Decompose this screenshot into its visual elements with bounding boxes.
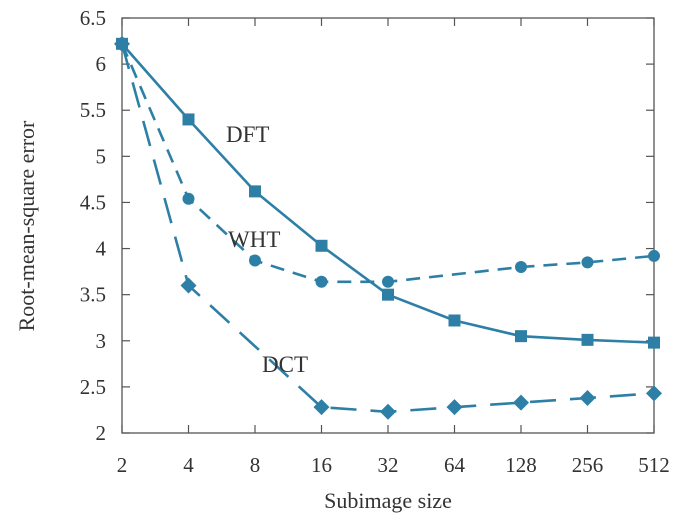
series-markers [114,35,662,420]
y-tick-label: 5.5 [80,98,106,122]
data-point-dct [114,35,130,52]
x-tick-label: 4 [183,453,194,477]
y-tick-label: 6.5 [80,6,106,30]
y-tick-label: 3 [96,329,107,353]
data-point-dct [313,399,330,416]
data-point-dct [180,277,197,294]
data-point-dct [646,385,662,402]
data-point-wht [648,249,660,262]
x-tick-label: 2 [117,453,128,477]
x-tick-label: 16 [311,453,332,477]
x-tick-label: 512 [638,453,670,477]
data-point-wht [315,275,328,288]
data-point-dft [382,288,394,301]
x-axis-title: Subimage size [324,488,452,513]
data-point-wht [581,256,594,269]
x-tick-label: 256 [572,453,604,477]
x-tick-label: 8 [250,453,261,477]
series-label-dft: DFT [226,122,269,147]
x-tick-label: 64 [444,453,466,477]
data-point-dct [579,389,596,406]
data-point-wht [182,192,195,205]
y-tick-label: 2.5 [80,375,106,399]
data-point-dct [446,399,463,416]
plot-frame [121,17,655,434]
data-point-dct [380,403,396,420]
data-point-wht [382,275,394,288]
y-tick-label: 5 [96,144,107,168]
data-point-dft [515,330,527,343]
series-line-wht [120,43,655,284]
y-tick-label: 6 [96,52,107,76]
y-tick-label: 4.5 [80,190,106,214]
series-line-dct [120,43,655,414]
data-point-dft [648,336,660,349]
data-point-dft [249,185,261,198]
y-tick-label: 2 [96,421,107,445]
x-tick-label: 32 [378,453,399,477]
y-axis-title: Root-mean-square error [14,120,39,331]
data-point-dft [182,113,195,126]
series-label-wht: WHT [228,227,280,252]
series-lines [120,42,655,414]
data-point-dft [581,333,594,346]
data-point-dct [513,394,529,411]
y-tick-label: 3.5 [80,283,106,307]
data-point-wht [249,254,261,267]
data-point-wht [515,261,527,273]
y-tick-label: 4 [96,237,107,261]
axis-ticks [121,17,655,434]
x-tick-label: 128 [505,453,537,477]
tick-labels: 2 4 8 16 32 64 128 256 512 2 2.5 3 3.5 4 4.5 5 5.5 6 6.5 [80,6,670,477]
series-label-dct: DCT [262,352,308,377]
data-point-dft [315,239,328,252]
data-point-dft [448,314,461,327]
